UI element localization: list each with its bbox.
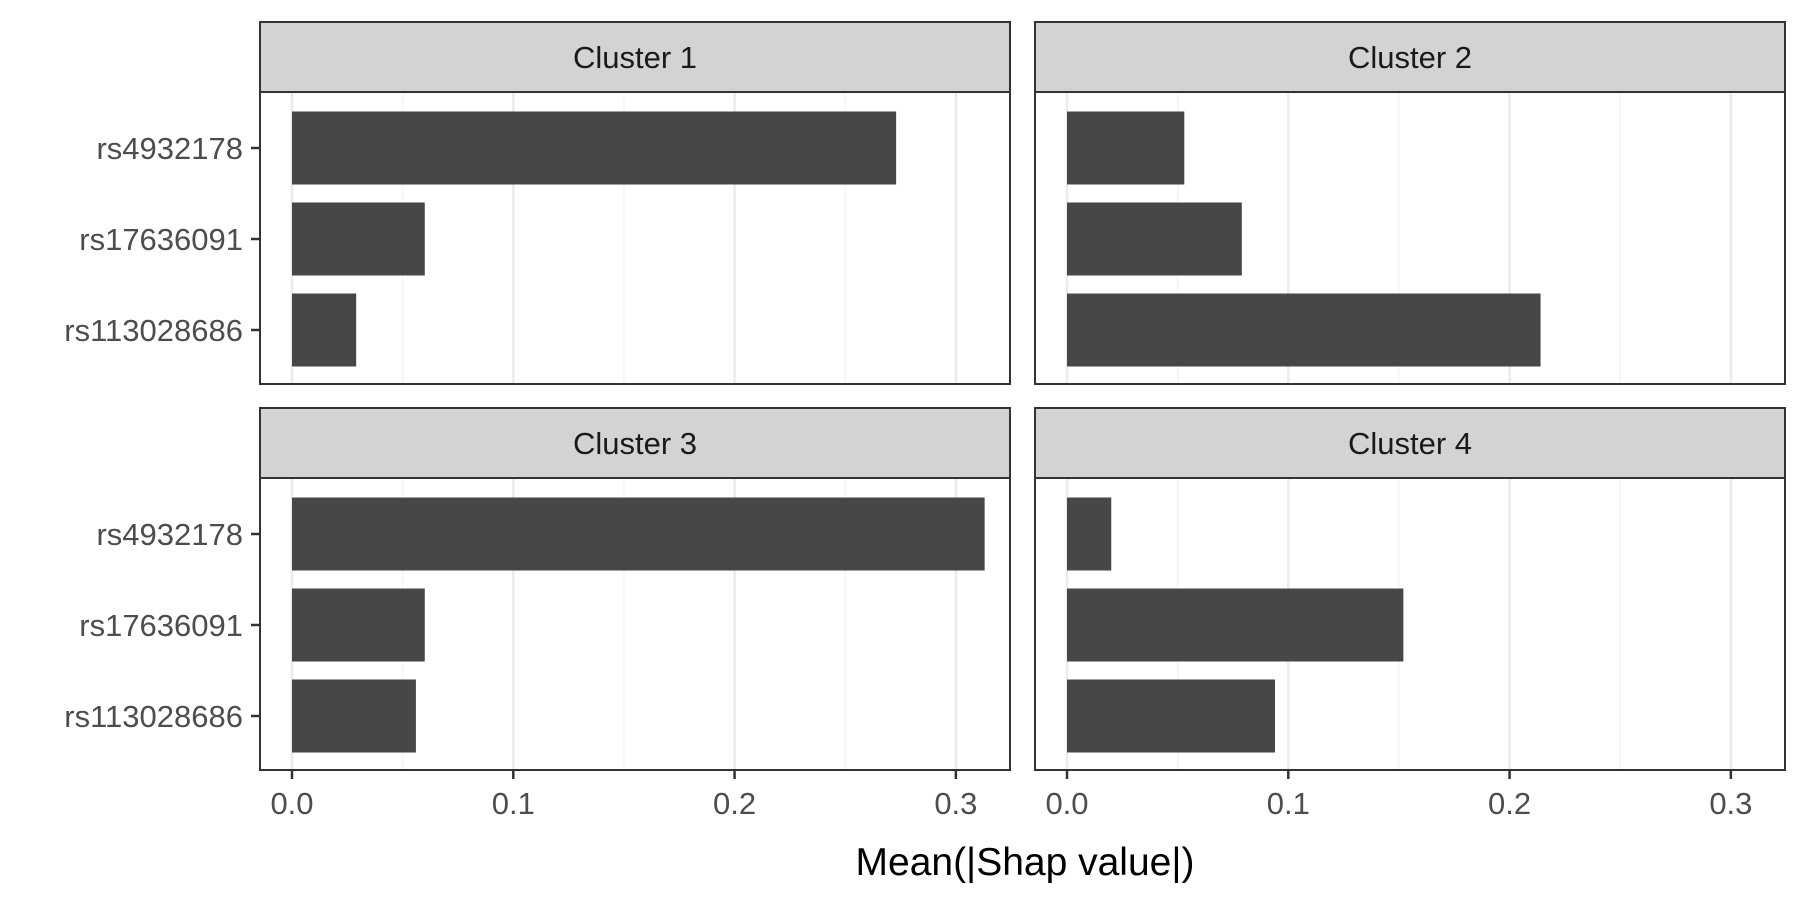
bar-rs113028686 bbox=[1067, 293, 1541, 367]
y-tick-label: rs113028686 bbox=[64, 313, 243, 348]
bar-rs4932178 bbox=[1067, 111, 1185, 185]
facet-strip bbox=[259, 21, 1011, 93]
x-tick-label: 0.0 bbox=[1045, 786, 1088, 821]
bar-rs113028686 bbox=[292, 679, 416, 753]
x-tick-label: 0.1 bbox=[492, 786, 535, 821]
bar-rs113028686 bbox=[292, 293, 357, 367]
x-tick-label: 0.0 bbox=[270, 786, 313, 821]
bar-rs17636091 bbox=[1067, 202, 1242, 276]
y-tick-label: rs4932178 bbox=[96, 131, 243, 166]
panel-3: Cluster 3 rs4932178 rs17636091 rs113028686 0… bbox=[64, 407, 1011, 821]
panel-2: Cluster 2 bbox=[1034, 21, 1786, 385]
panels-layer: Cluster 1rs4932178rs17636091rs113028686C… bbox=[64, 21, 1786, 821]
x-tick-label: 0.2 bbox=[1488, 786, 1531, 821]
bar-rs17636091 bbox=[292, 588, 425, 662]
x-tick-label: 0.3 bbox=[934, 786, 977, 821]
panel-border bbox=[1034, 477, 1786, 771]
facet-strip-label: Cluster 1 bbox=[573, 40, 697, 75]
x-axis-title: Mean(|Shap value|) bbox=[856, 841, 1195, 884]
x-tick-label: 0.2 bbox=[713, 786, 756, 821]
facet-strip bbox=[1034, 407, 1786, 479]
x-tick-label: 0.1 bbox=[1267, 786, 1310, 821]
panel-1: Cluster 1 rs4932178 rs17636091 rs113028686 bbox=[64, 21, 1011, 385]
y-tick-label: rs17636091 bbox=[79, 222, 243, 257]
bar-rs17636091 bbox=[292, 202, 425, 276]
y-tick-label: rs4932178 bbox=[96, 517, 243, 552]
bar-rs4932178 bbox=[292, 111, 897, 185]
bar-rs17636091 bbox=[1067, 588, 1404, 662]
x-tick-label: 0.3 bbox=[1709, 786, 1752, 821]
bar-rs4932178 bbox=[1067, 497, 1112, 571]
y-tick-label: rs17636091 bbox=[79, 608, 243, 643]
panel-border bbox=[1034, 91, 1786, 385]
bar-rs4932178 bbox=[292, 497, 985, 571]
facet-strip-label: Cluster 3 bbox=[573, 426, 697, 461]
bar-rs113028686 bbox=[1067, 679, 1276, 753]
facet-strip bbox=[259, 407, 1011, 479]
panel-4: Cluster 4 0.0 0.1 0.2 0.3 bbox=[1034, 407, 1786, 821]
y-tick-label: rs113028686 bbox=[64, 699, 243, 734]
facet-strip-label: Cluster 2 bbox=[1348, 40, 1472, 75]
facet-strip-label: Cluster 4 bbox=[1348, 426, 1472, 461]
